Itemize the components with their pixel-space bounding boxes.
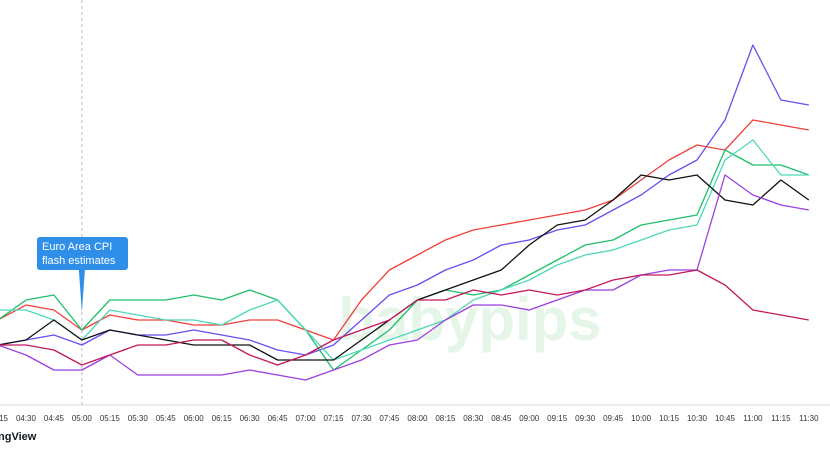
x-tick-label: 06:30 bbox=[240, 414, 261, 423]
series-line bbox=[0, 119, 809, 341]
x-tick-label: 05:00 bbox=[72, 414, 93, 423]
x-tick-label: 07:00 bbox=[296, 414, 317, 423]
x-tick-label: 09:15 bbox=[547, 414, 568, 423]
annotation-text: flash estimates bbox=[42, 255, 116, 267]
annotation-text: Euro Area CPI bbox=[42, 241, 112, 253]
x-tick-label: 10:15 bbox=[659, 414, 680, 423]
brand-logo: ngView bbox=[0, 431, 37, 443]
x-tick-label: 08:15 bbox=[435, 414, 456, 423]
x-tick-label: 06:00 bbox=[184, 414, 205, 423]
x-tick-label: 11:00 bbox=[743, 414, 763, 423]
x-tick-label: 08:00 bbox=[407, 414, 428, 423]
x-tick-label: 07:30 bbox=[351, 414, 372, 423]
x-tick-label: 04:30 bbox=[16, 414, 37, 423]
x-tick-label: 04:45 bbox=[44, 414, 65, 423]
x-tick-label: 05:15 bbox=[100, 414, 121, 423]
x-tick-label: 09:45 bbox=[603, 414, 624, 423]
x-tick-label: 07:45 bbox=[379, 414, 400, 423]
x-tick-label: 05:30 bbox=[128, 414, 149, 423]
annotation-box bbox=[37, 237, 128, 312]
x-tick-label: 08:30 bbox=[463, 414, 484, 423]
series-line bbox=[0, 174, 809, 381]
x-tick-label: 09:30 bbox=[575, 414, 596, 423]
x-tick-label: 05:45 bbox=[156, 414, 177, 423]
x-tick-label: 09:00 bbox=[519, 414, 540, 423]
x-tick-label: 10:00 bbox=[631, 414, 652, 423]
x-tick-label: 08:45 bbox=[491, 414, 512, 423]
watermark: babypips bbox=[338, 286, 601, 353]
x-tick-label: 11:15 bbox=[771, 414, 791, 423]
x-tick-label: 11:30 bbox=[799, 414, 819, 423]
x-tick-label: 04:15 bbox=[0, 414, 9, 423]
x-tick-label: 06:45 bbox=[268, 414, 289, 423]
series-line bbox=[0, 139, 809, 361]
series-line bbox=[0, 149, 810, 371]
annotation: Euro Area CPI flash estimates bbox=[37, 237, 128, 312]
series-line bbox=[0, 269, 809, 366]
x-tick-label: 10:30 bbox=[687, 414, 708, 423]
x-tick-label: 07:15 bbox=[324, 414, 345, 423]
x-tick-label: 06:15 bbox=[212, 414, 233, 423]
x-tick-label: 10:45 bbox=[715, 414, 736, 423]
